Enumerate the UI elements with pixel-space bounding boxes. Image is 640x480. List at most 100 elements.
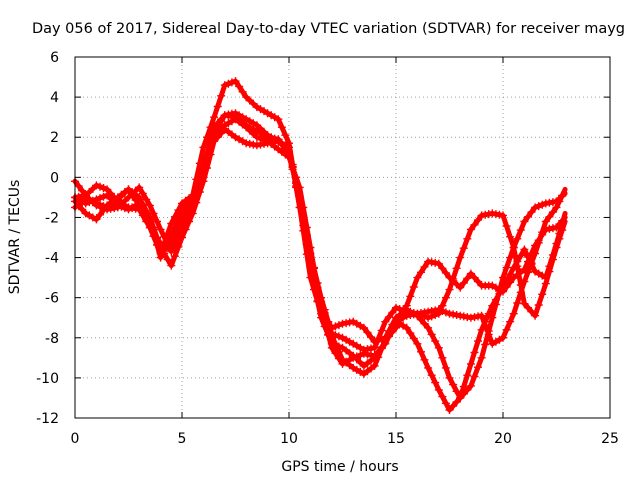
data-point — [406, 292, 415, 301]
data-point — [99, 184, 108, 192]
data-point — [481, 340, 490, 349]
data-point — [195, 174, 204, 183]
data-point — [409, 334, 418, 343]
data-point — [384, 331, 393, 340]
data-point — [149, 209, 158, 218]
data-point — [227, 78, 236, 87]
data-point — [531, 203, 540, 212]
data-point — [299, 212, 308, 221]
data-point — [74, 182, 83, 190]
data-point — [441, 268, 450, 277]
data-point — [217, 115, 226, 124]
data-point — [548, 255, 557, 264]
data-point — [124, 185, 133, 194]
data-point — [174, 214, 183, 223]
data-point — [459, 279, 468, 287]
data-point — [281, 145, 290, 154]
data-point — [548, 198, 557, 207]
data-point — [320, 305, 329, 314]
series-trace — [72, 126, 568, 413]
data-point — [213, 133, 222, 142]
data-point — [534, 202, 543, 211]
data-point — [555, 234, 564, 243]
data-point — [135, 183, 144, 192]
data-point — [491, 295, 500, 304]
y-tick-label: 6 — [50, 50, 59, 66]
data-point — [96, 210, 104, 219]
data-point — [181, 225, 190, 234]
data-point — [217, 91, 226, 100]
y-tick-label: 4 — [50, 90, 59, 106]
data-point — [441, 293, 450, 302]
data-point — [541, 217, 550, 226]
x-axis-label: GPS time / hours — [281, 459, 398, 475]
data-point — [92, 199, 101, 208]
data-point — [481, 317, 490, 326]
data-point — [441, 363, 450, 372]
data-point — [459, 382, 468, 391]
data-point — [188, 197, 197, 206]
data-point — [513, 234, 522, 243]
data-point — [506, 317, 515, 326]
data-point — [470, 372, 479, 381]
data-point — [452, 387, 461, 396]
data-point — [220, 81, 229, 90]
data-point — [96, 182, 104, 191]
data-point — [85, 196, 94, 205]
data-point — [224, 79, 233, 88]
data-point — [153, 217, 161, 226]
data-point — [499, 333, 507, 342]
series-track-5 — [71, 111, 568, 354]
data-point — [524, 212, 532, 221]
data-point — [156, 253, 165, 262]
data-point — [520, 217, 529, 226]
data-point — [434, 385, 443, 394]
y-tick-label: -2 — [45, 210, 59, 226]
data-point — [431, 311, 440, 319]
data-point — [313, 279, 322, 287]
data-point — [477, 311, 486, 320]
data-point — [545, 212, 554, 221]
data-point — [145, 201, 154, 210]
data-point — [524, 257, 532, 266]
series-track-3 — [71, 125, 568, 414]
data-point — [292, 179, 301, 188]
plot-frame — [74, 56, 611, 419]
data-point — [449, 402, 458, 410]
data-point — [527, 249, 536, 258]
data-point — [470, 220, 479, 229]
y-tick-label: -10 — [36, 371, 59, 387]
data-point — [424, 323, 433, 332]
data-point — [506, 278, 515, 287]
data-point — [370, 361, 379, 370]
data-point — [199, 143, 208, 152]
data-point — [295, 193, 304, 202]
axis-ticks: 0 5 10 15 20 25 -12 -10 -8 -6 -4 -2 0 2 4 6 — [36, 50, 619, 447]
data-point — [317, 293, 326, 302]
data-point — [245, 139, 254, 148]
data-point — [477, 353, 486, 362]
data-point — [356, 358, 365, 367]
series-track-2 — [71, 109, 568, 402]
data-point — [441, 308, 450, 317]
data-point — [210, 123, 219, 132]
y-tick-label: -6 — [45, 291, 59, 307]
data-point — [466, 381, 475, 390]
data-point — [463, 234, 472, 243]
data-point — [142, 210, 151, 219]
data-point — [327, 329, 336, 338]
data-point — [463, 274, 472, 283]
data-point — [488, 209, 497, 218]
data-point — [524, 303, 532, 312]
data-point — [538, 290, 547, 299]
data-point — [449, 274, 458, 283]
data-point — [192, 186, 201, 194]
data-point — [516, 226, 525, 235]
data-point — [516, 251, 525, 260]
y-tick-label: -4 — [45, 251, 59, 267]
data-point — [174, 242, 183, 251]
data-point — [167, 247, 176, 256]
data-point — [463, 371, 472, 380]
data-point — [331, 331, 340, 340]
data-point — [534, 301, 543, 309]
